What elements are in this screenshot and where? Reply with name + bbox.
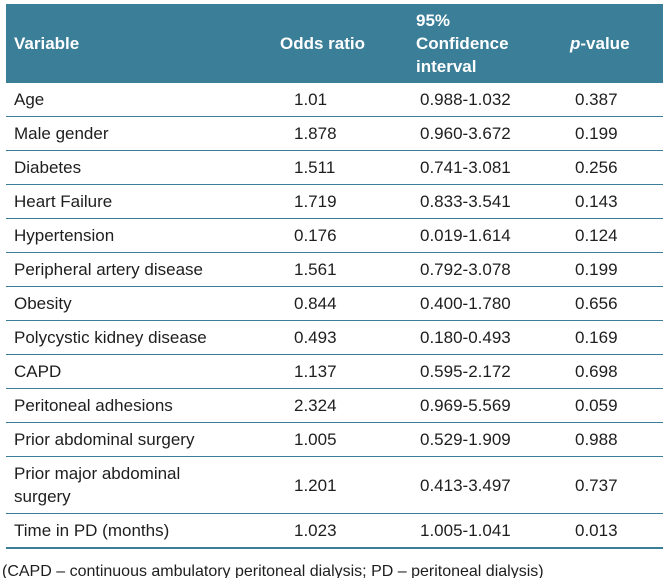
p-value-cell: 0.143 bbox=[575, 192, 618, 211]
table-row: Time in PD (months) 1.023 1.005-1.041 0.… bbox=[6, 514, 663, 548]
p-value-cell: 0.737 bbox=[575, 475, 618, 495]
p-value-cell: 0.256 bbox=[575, 158, 618, 177]
confidence-interval-cell: 0.741-3.081 bbox=[420, 158, 511, 177]
p-value-cell: 0.169 bbox=[575, 328, 618, 347]
confidence-interval-cell: 0.988-1.032 bbox=[420, 90, 511, 109]
table-row: Peritoneal adhesions 2.324 0.969-5.569 0… bbox=[6, 389, 663, 423]
p-value-cell: 0.698 bbox=[575, 362, 618, 381]
variable-cell: Peripheral artery disease bbox=[14, 260, 203, 279]
variable-cell: Diabetes bbox=[14, 158, 82, 177]
odds-ratio-cell: 0.493 bbox=[294, 328, 337, 347]
abbreviations-footnote: (CAPD – continuous ambulatory peritoneal… bbox=[2, 563, 544, 578]
confidence-interval-cell: 0.833-3.541 bbox=[420, 192, 511, 211]
variable-cell: CAPD bbox=[14, 362, 62, 381]
confidence-interval-cell: 0.960-3.672 bbox=[420, 124, 511, 143]
table-row: Age 1.01 0.988-1.032 0.387 bbox=[6, 83, 663, 117]
table-row: Obesity 0.844 0.400-1.780 0.656 bbox=[6, 287, 663, 321]
confidence-interval-cell: 0.595-2.172 bbox=[420, 362, 511, 381]
confidence-interval-cell: 0.413-3.497 bbox=[420, 475, 511, 495]
p-value-cell: 0.059 bbox=[575, 396, 618, 415]
column-header-confidence-interval: 95% Confidence interval bbox=[416, 11, 509, 76]
variable-cell: Prior abdominal surgery bbox=[14, 430, 195, 449]
p-value-cell: 0.988 bbox=[575, 430, 618, 449]
odds-ratio-cell: 1.719 bbox=[294, 192, 337, 211]
odds-ratio-cell: 1.137 bbox=[294, 362, 337, 381]
column-header-odds-ratio: Odds ratio bbox=[280, 34, 366, 53]
variable-cell: Age bbox=[14, 90, 45, 109]
confidence-interval-cell: 0.400-1.780 bbox=[420, 294, 511, 313]
table-row: Prior abdominal surgery 1.005 0.529-1.90… bbox=[6, 423, 663, 457]
table-row: Hypertension 0.176 0.019-1.614 0.124 bbox=[6, 219, 663, 253]
table-row: Diabetes 1.511 0.741-3.081 0.256 bbox=[6, 151, 663, 185]
p-value-suffix: -value bbox=[580, 34, 630, 53]
confidence-interval-cell: 0.019-1.614 bbox=[420, 226, 511, 245]
p-value-italic-p: p bbox=[570, 34, 581, 53]
variable-cell: Heart Failure bbox=[14, 192, 113, 211]
p-value-cell: 0.387 bbox=[575, 90, 618, 109]
table-row: Male gender 1.878 0.960-3.672 0.199 bbox=[6, 117, 663, 151]
variable-cell: Hypertension bbox=[14, 226, 115, 245]
variable-cell: Prior major abdominal surgery bbox=[14, 464, 181, 506]
table-row: Heart Failure 1.719 0.833-3.541 0.143 bbox=[6, 185, 663, 219]
confidence-interval-cell: 0.792-3.078 bbox=[420, 260, 511, 279]
confidence-interval-cell: 0.969-5.569 bbox=[420, 396, 511, 415]
confidence-interval-cell: 1.005-1.041 bbox=[420, 521, 511, 540]
table-row: Prior major abdominal surgery 1.201 0.41… bbox=[6, 457, 663, 514]
table-row: CAPD 1.137 0.595-2.172 0.698 bbox=[6, 355, 663, 389]
variable-cell: Time in PD (months) bbox=[14, 521, 170, 540]
variable-cell: Peritoneal adhesions bbox=[14, 396, 173, 415]
odds-ratio-cell: 1.023 bbox=[294, 521, 337, 540]
p-value-cell: 0.656 bbox=[575, 294, 618, 313]
p-value-cell: 0.013 bbox=[575, 521, 618, 540]
table-row: Polycystic kidney disease 0.493 0.180-0.… bbox=[6, 321, 663, 355]
odds-ratio-cell: 1.561 bbox=[294, 260, 337, 279]
column-header-p-value: p-value bbox=[556, 4, 663, 83]
odds-ratio-cell: 1.878 bbox=[294, 124, 337, 143]
table-body: Age 1.01 0.988-1.032 0.387 Male gender 1… bbox=[6, 83, 663, 548]
odds-ratio-cell: 1.511 bbox=[294, 158, 336, 177]
confidence-interval-cell: 0.529-1.909 bbox=[420, 430, 511, 449]
p-value-cell: 0.199 bbox=[575, 260, 618, 279]
odds-ratio-cell: 1.201 bbox=[294, 475, 337, 495]
odds-ratio-cell: 0.176 bbox=[294, 226, 337, 245]
odds-ratio-cell: 1.005 bbox=[294, 430, 337, 449]
odds-ratio-cell: 0.844 bbox=[294, 294, 337, 313]
odds-ratio-cell: 1.01 bbox=[294, 90, 328, 109]
variable-cell: Polycystic kidney disease bbox=[14, 328, 207, 347]
p-value-cell: 0.199 bbox=[575, 124, 618, 143]
confidence-interval-cell: 0.180-0.493 bbox=[420, 328, 511, 347]
odds-ratio-results-table: Variable Odds ratio 95% Confidence inter… bbox=[6, 4, 663, 549]
variable-cell: Male gender bbox=[14, 124, 109, 143]
odds-ratio-cell: 2.324 bbox=[294, 396, 337, 415]
variable-cell: Obesity bbox=[14, 294, 72, 313]
table-row: Peripheral artery disease 1.561 0.792-3.… bbox=[6, 253, 663, 287]
p-value-cell: 0.124 bbox=[575, 226, 618, 245]
header-row: Variable Odds ratio 95% Confidence inter… bbox=[6, 4, 663, 83]
table-header: Variable Odds ratio 95% Confidence inter… bbox=[6, 4, 663, 83]
column-header-variable: Variable bbox=[14, 34, 80, 53]
